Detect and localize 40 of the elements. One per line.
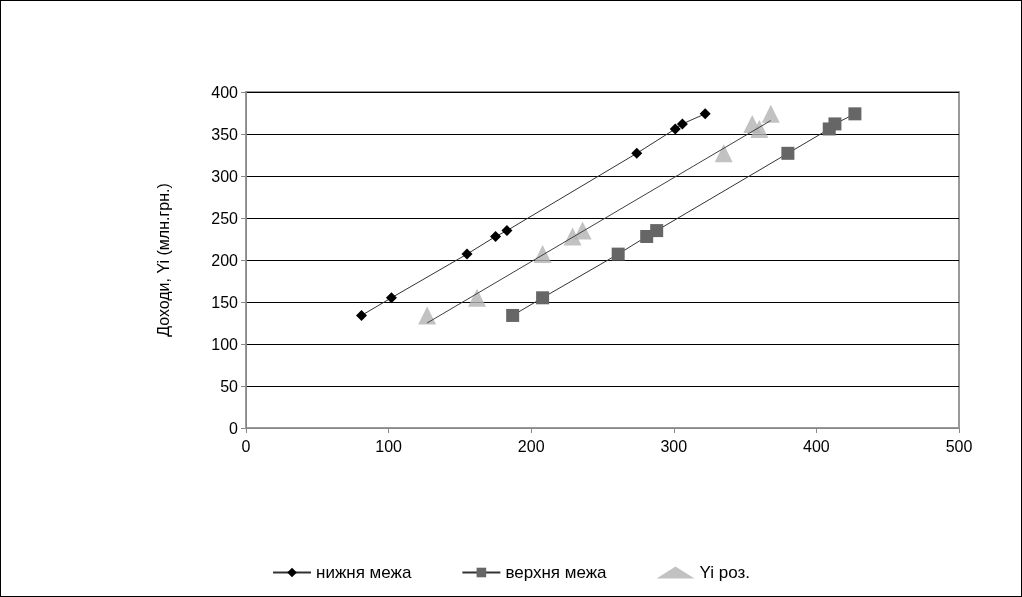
point [699, 108, 711, 120]
y-tick-label: 150 [211, 293, 239, 311]
point [490, 230, 502, 242]
point [743, 114, 762, 133]
y-tick-label: 0 [229, 419, 239, 437]
point [669, 123, 681, 135]
point [650, 224, 664, 238]
point [848, 107, 862, 121]
x-tick-label: 500 [945, 437, 973, 455]
point [356, 309, 368, 321]
y-tick-label: 300 [211, 167, 239, 185]
y-tick-label: 250 [211, 209, 239, 227]
point [828, 117, 842, 131]
y-tick-label: 200 [211, 251, 239, 269]
y-axis-title: Доходи, Yi (млн.грн.) [154, 183, 172, 337]
point [468, 288, 487, 307]
point [501, 225, 513, 237]
point [781, 146, 795, 160]
y-tick-label: 100 [211, 335, 239, 353]
point [461, 248, 473, 260]
x-tick-label: 400 [803, 437, 830, 455]
y-tick-label: 400 [211, 83, 239, 101]
point [385, 292, 397, 304]
point [611, 247, 625, 261]
x-tick-label: 0 [241, 437, 251, 455]
y-tick-label: 50 [220, 377, 239, 395]
legend-label: Yi роз. [699, 563, 750, 582]
x-tick-label: 200 [517, 437, 545, 455]
point [573, 221, 592, 240]
point [506, 308, 520, 322]
point [536, 291, 550, 305]
point [714, 144, 733, 163]
legend-label: верхня межа [505, 563, 608, 582]
point [676, 118, 688, 130]
legend-label: нижня межа [316, 563, 412, 582]
x-tick-label: 100 [375, 437, 403, 455]
y-tick-label: 350 [211, 125, 239, 143]
point [631, 147, 643, 159]
point [761, 104, 780, 123]
x-tick-label: 300 [660, 437, 688, 455]
